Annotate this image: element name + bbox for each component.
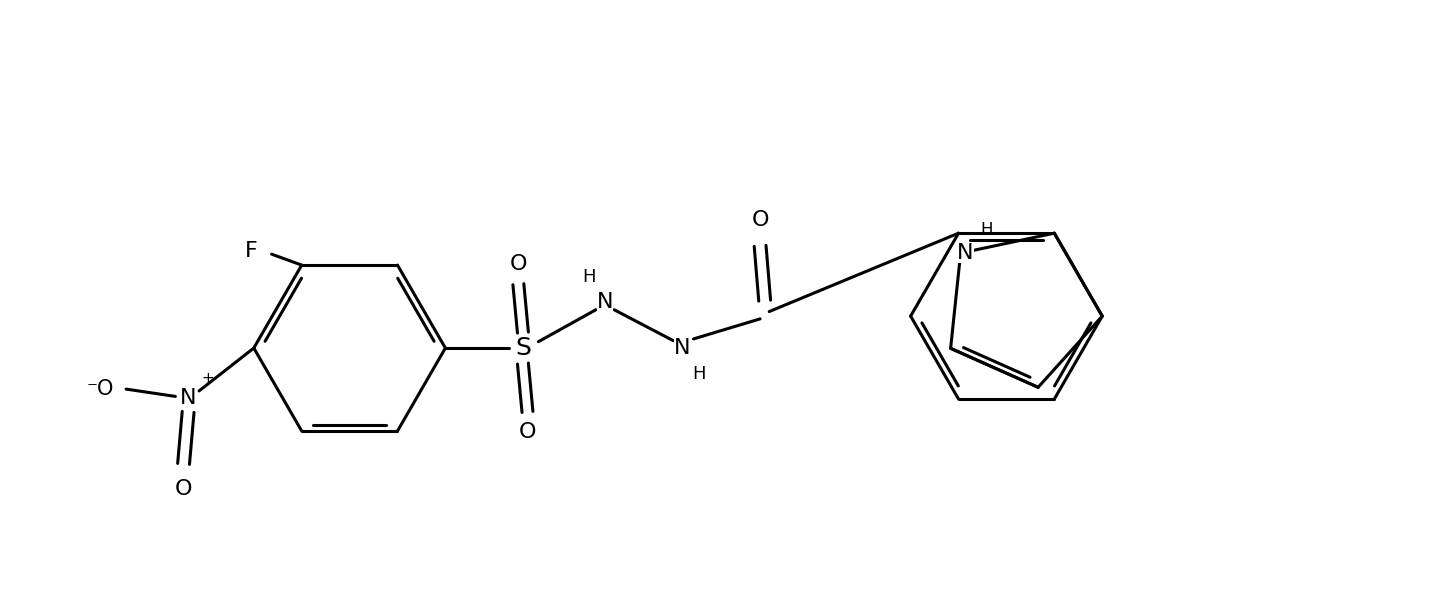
Text: +: + [201,371,214,386]
Text: N: N [180,388,196,408]
Text: H: H [582,268,596,286]
Text: H: H [692,365,706,383]
Text: N: N [597,292,613,313]
Text: O: O [519,422,536,442]
Text: F: F [246,241,257,262]
Text: ⁻O: ⁻O [87,379,114,399]
Text: H: H [980,221,992,239]
Text: O: O [174,480,193,499]
Text: S: S [514,336,530,360]
Text: N: N [957,243,973,263]
Text: N: N [674,338,690,358]
Text: O: O [752,211,769,230]
Text: O: O [510,254,527,274]
